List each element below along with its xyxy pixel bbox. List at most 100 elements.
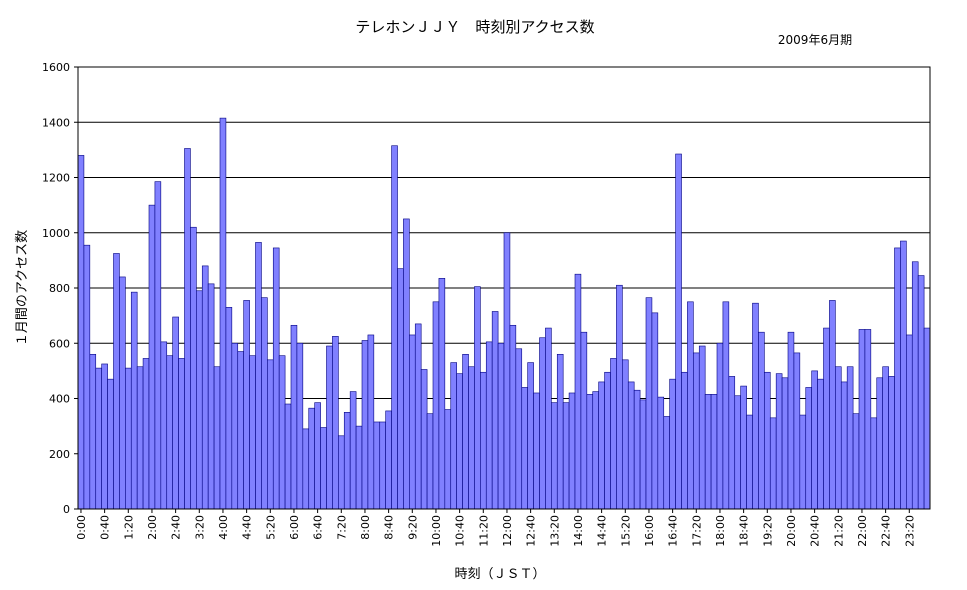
bar — [710, 394, 718, 510]
bar — [562, 402, 570, 510]
bar — [775, 373, 783, 510]
bar — [829, 300, 836, 510]
x-tick-label: 8:00 — [359, 515, 372, 540]
bar — [704, 394, 712, 510]
x-tick-label: 15:20 — [619, 515, 632, 547]
bar — [858, 329, 866, 510]
x-tick-label: 0:40 — [99, 515, 112, 540]
bar — [385, 410, 392, 510]
bar — [225, 307, 233, 510]
bar — [876, 377, 883, 510]
bar — [349, 391, 357, 510]
bar — [917, 275, 925, 510]
y-tick-label: 200 — [49, 448, 70, 461]
bar — [136, 366, 144, 510]
bar — [764, 371, 771, 510]
bar — [681, 371, 688, 510]
x-tick-label: 12:40 — [525, 515, 538, 547]
x-tick-label: 12:00 — [501, 515, 514, 547]
bar — [840, 381, 848, 510]
bar — [148, 204, 156, 510]
x-tick-label: 2:40 — [170, 515, 183, 540]
x-tick-label: 7:20 — [335, 515, 348, 540]
x-tick-label: 22:40 — [880, 515, 893, 547]
bar — [568, 392, 576, 510]
x-tick-label: 3:20 — [193, 515, 206, 540]
bar — [604, 371, 611, 510]
bar — [213, 366, 221, 510]
y-tick-label: 1200 — [42, 172, 70, 185]
x-tick-label: 0:00 — [75, 515, 88, 540]
bar — [716, 342, 724, 510]
bar — [817, 378, 824, 510]
bar — [870, 417, 878, 510]
y-axis-title: １月間のアクセス数 — [15, 230, 30, 346]
bar — [190, 226, 197, 510]
bar — [77, 155, 85, 510]
bar — [698, 345, 706, 510]
bar — [474, 286, 481, 510]
x-tick-label: 22:00 — [856, 515, 869, 547]
bar — [119, 276, 126, 510]
bar — [361, 340, 369, 510]
chart-subtitle: 2009年6月期 — [778, 33, 852, 47]
x-tick-label: 17:20 — [690, 515, 703, 547]
x-tick-label: 8:40 — [383, 515, 396, 540]
bar — [906, 334, 913, 510]
bar — [367, 334, 375, 510]
x-tick-label: 14:00 — [572, 515, 585, 547]
bar — [320, 427, 327, 510]
bar — [497, 342, 505, 510]
x-tick-label: 23:20 — [903, 515, 916, 547]
bar — [338, 435, 345, 510]
x-tick-label: 10:00 — [430, 515, 443, 547]
bar — [722, 301, 730, 510]
bar — [184, 148, 191, 510]
y-tick-label: 0 — [63, 503, 70, 516]
bar — [539, 337, 546, 510]
bar — [911, 261, 919, 510]
bar — [414, 323, 422, 510]
bar — [219, 117, 227, 510]
bar — [343, 412, 351, 510]
bar — [846, 366, 854, 510]
bar — [852, 413, 860, 510]
bar — [781, 377, 789, 510]
bar — [823, 327, 830, 510]
bar — [509, 324, 517, 510]
bar — [835, 366, 842, 510]
x-tick-label: 5:20 — [264, 515, 277, 540]
bar — [130, 291, 138, 510]
bar — [545, 327, 552, 510]
bar — [403, 218, 410, 510]
bar — [290, 324, 298, 510]
bar — [515, 348, 523, 510]
bar — [172, 316, 179, 510]
bar — [900, 240, 907, 510]
bar — [237, 351, 244, 510]
y-tick-label: 1000 — [42, 227, 70, 240]
bar — [201, 265, 209, 510]
x-tick-label: 4:00 — [217, 515, 230, 540]
bar — [231, 342, 239, 510]
bar — [693, 352, 700, 510]
bar — [379, 421, 386, 510]
x-tick-label: 6:40 — [312, 515, 325, 540]
x-tick-label: 10:40 — [454, 515, 467, 547]
bar — [627, 381, 635, 510]
x-tick-label: 18:00 — [714, 515, 727, 547]
bar — [207, 283, 215, 510]
x-tick-label: 16:00 — [643, 515, 656, 547]
bar — [746, 414, 753, 510]
bar — [278, 355, 286, 510]
x-tick-label: 9:20 — [406, 515, 419, 540]
bar — [669, 378, 676, 510]
bar — [308, 407, 315, 510]
bar — [391, 145, 398, 510]
bar — [450, 362, 457, 510]
bar — [923, 327, 931, 510]
bar — [332, 336, 339, 510]
bar — [533, 392, 540, 510]
bar — [480, 371, 487, 510]
